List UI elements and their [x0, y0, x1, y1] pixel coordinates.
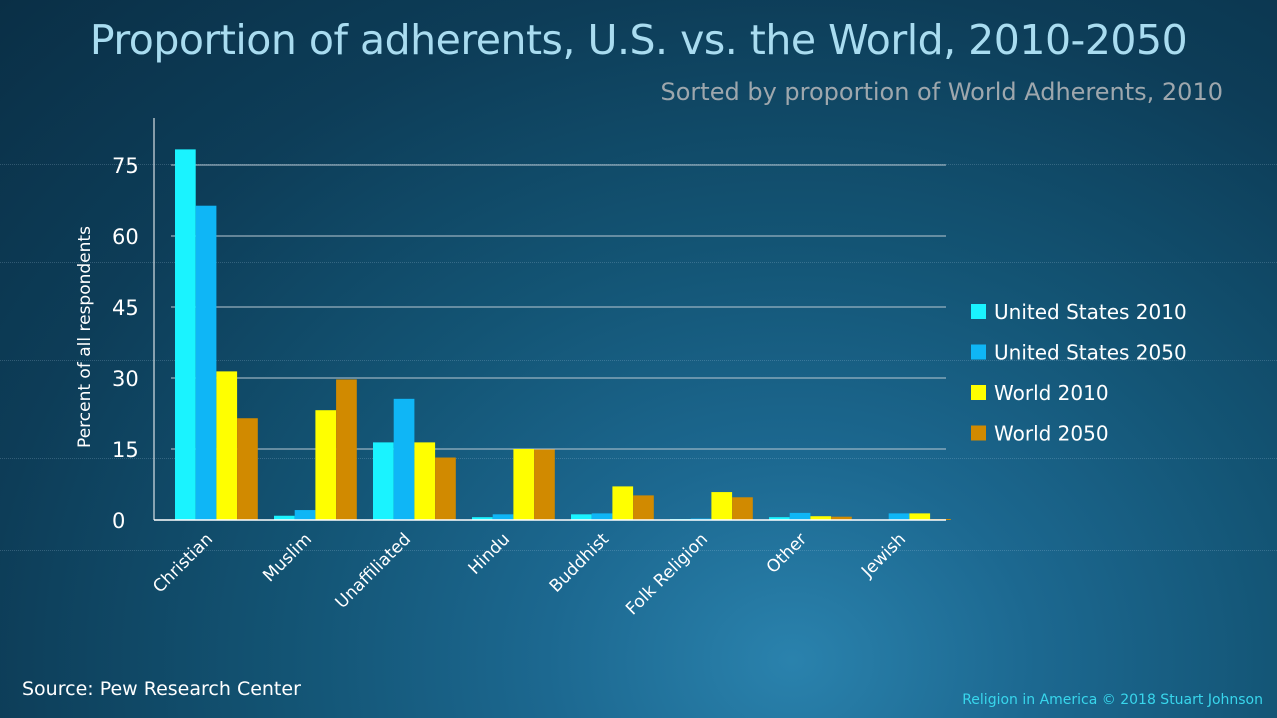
legend-label: World 2050 [994, 422, 1109, 446]
bar-world-2010-folk-religion [711, 492, 733, 520]
y-tick-label: 60 [112, 225, 139, 249]
x-category-label: Folk Religion [622, 529, 712, 619]
bar-united-states-2050-other [789, 512, 811, 520]
legend-label: World 2010 [994, 381, 1109, 405]
bar-united-states-2050-unaffiliated [393, 398, 415, 520]
bar-world-2050-other [831, 516, 852, 520]
gridlines [171, 164, 946, 450]
bar-united-states-2010-other [769, 517, 790, 520]
bg-dotted-line [0, 360, 1277, 361]
y-tick-labels: 0 15 30 45 60 75 [112, 154, 139, 533]
bar-world-2010-buddhist [612, 486, 634, 520]
axes [153, 118, 946, 521]
bar-world-2050-unaffiliated [435, 457, 456, 520]
y-tick-label: 0 [112, 509, 125, 533]
bar-world-2010-hindu [513, 449, 535, 520]
y-tick-label: 15 [112, 438, 139, 462]
x-category-label: Buddhist [546, 529, 613, 596]
bar-world-2050-buddhist [633, 495, 654, 520]
bar-united-states-2050-hindu [492, 514, 514, 520]
bar-united-states-2010-muslim [274, 515, 295, 520]
bar-united-states-2050-buddhist [591, 513, 613, 520]
bar-united-states-2010-buddhist [571, 514, 592, 520]
bar-world-2010-muslim [315, 410, 337, 520]
y-axis-label: Percent of all respondents [75, 226, 95, 448]
legend-label: United States 2050 [994, 341, 1187, 365]
bar-world-2050-muslim [336, 379, 357, 520]
bar-united-states-2050-muslim [294, 510, 316, 520]
x-category-label: Muslim [259, 529, 316, 586]
legend-swatch [971, 304, 986, 319]
legend-swatch [971, 425, 986, 441]
legend-label: United States 2010 [994, 300, 1187, 324]
bar-world-2010-unaffiliated [414, 442, 436, 520]
x-category-label: Other [763, 529, 811, 577]
y-tick-label: 75 [112, 154, 139, 178]
bar-united-states-2050-jewish [888, 513, 910, 520]
credit-note: Religion in America © 2018 Stuart Johnso… [962, 692, 1263, 708]
bar-world-2050-hindu [534, 449, 555, 520]
y-tick-label: 30 [112, 367, 139, 391]
legend-swatch [971, 344, 986, 360]
legend-swatch [971, 385, 986, 400]
x-category-label: Unaffiliated [332, 529, 415, 612]
chart-title: Proportion of adherents, U.S. vs. the Wo… [89, 16, 1188, 64]
bar-world-2010-other [810, 516, 832, 520]
bg-dotted-line [0, 458, 1277, 459]
x-category-label: Hindu [465, 529, 514, 578]
bar-united-states-2050-christian [195, 205, 217, 520]
bar-world-2050-christian [237, 418, 258, 520]
bg-dotted-line [0, 550, 1277, 551]
x-category-label: Jewish [857, 529, 910, 582]
bg-dotted-line [0, 262, 1277, 263]
bar-world-2010-christian [216, 371, 238, 520]
legend: United States 2010 United States 2050 Worl… [971, 300, 1187, 446]
bar-united-states-2010-christian [175, 149, 196, 520]
bar-world-2010-jewish [909, 513, 931, 520]
bar-united-states-2010-hindu [472, 517, 493, 520]
y-tick-label: 45 [112, 296, 139, 320]
source-note: Source: Pew Research Center [22, 678, 301, 700]
bar-world-2050-folk-religion [732, 497, 753, 520]
bar-united-states-2010-unaffiliated [373, 442, 394, 520]
x-category-labels: Christian Muslim Unaffiliated Hindu Buddhist… [149, 529, 910, 619]
x-category-label: Christian [149, 529, 217, 597]
bars [175, 149, 951, 520]
chart-subtitle: Sorted by proportion of World Adherents,… [660, 78, 1223, 106]
